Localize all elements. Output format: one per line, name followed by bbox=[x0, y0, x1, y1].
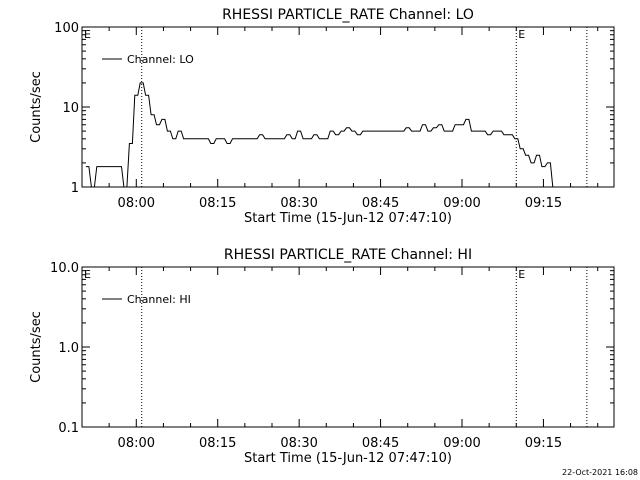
chart-2-frame bbox=[81, 266, 615, 428]
chart-2-xtick-label: 08:30 bbox=[280, 436, 317, 451]
chart-1-ytick-label: 100 bbox=[54, 21, 79, 36]
chart-2-event-marker: E bbox=[84, 268, 91, 281]
chart-1-xtick-label: 08:15 bbox=[199, 196, 236, 211]
chart-2-ylabel: Counts/sec bbox=[29, 311, 44, 383]
chart-1-series-line bbox=[85, 82, 556, 188]
chart-1-event-marker: E bbox=[518, 28, 525, 41]
footer-timestamp: 22-Oct-2021 16:08 bbox=[562, 468, 638, 477]
chart-1-xtick-label: 08:45 bbox=[362, 196, 399, 211]
chart-2: RHESSI PARTICLE_RATE Channel: HI 0.1 1.0 10… bbox=[29, 247, 615, 466]
chart-2-ytick-label: 0.1 bbox=[58, 421, 79, 436]
chart-2-xtick-label: 08:45 bbox=[362, 436, 399, 451]
chart-2-ytick-label: 1.0 bbox=[58, 341, 79, 356]
chart-1-event-marker: E bbox=[84, 28, 91, 41]
chart-1-ylabel: Counts/sec bbox=[29, 71, 44, 143]
chart-1-ytick-label: 1 bbox=[71, 181, 79, 196]
chart-2-title: RHESSI PARTICLE_RATE Channel: HI bbox=[224, 247, 472, 263]
chart-1-xtick-label: 08:30 bbox=[280, 196, 317, 211]
chart-2-event-marker: E bbox=[518, 268, 525, 281]
chart-2-xtick-label: 09:00 bbox=[443, 436, 480, 451]
chart-1-legend-label: Channel: LO bbox=[127, 53, 194, 66]
chart-2-ytick-label: 10.0 bbox=[50, 261, 79, 276]
chart-1-xtick-label: 09:15 bbox=[525, 196, 562, 211]
chart-2-xtick-label: 09:15 bbox=[525, 436, 562, 451]
chart-1-xtick-label: 09:00 bbox=[443, 196, 480, 211]
chart-2-xtick-label: 08:00 bbox=[118, 436, 155, 451]
chart-2-xtick-label: 08:15 bbox=[199, 436, 236, 451]
chart-1-xlabel: Start Time (15-Jun-12 07:47:10) bbox=[244, 211, 452, 226]
chart-1-title: RHESSI PARTICLE_RATE Channel: LO bbox=[222, 7, 474, 23]
chart-2-legend-label: Channel: HI bbox=[127, 293, 191, 306]
chart-1: RHESSI PARTICLE_RATE Channel: LO 1 10 100 08… bbox=[29, 7, 615, 226]
chart-1-xtick-label: 08:00 bbox=[118, 196, 155, 211]
chart-2-xlabel: Start Time (15-Jun-12 07:47:10) bbox=[244, 451, 452, 466]
chart-1-ytick-label: 10 bbox=[62, 101, 79, 116]
